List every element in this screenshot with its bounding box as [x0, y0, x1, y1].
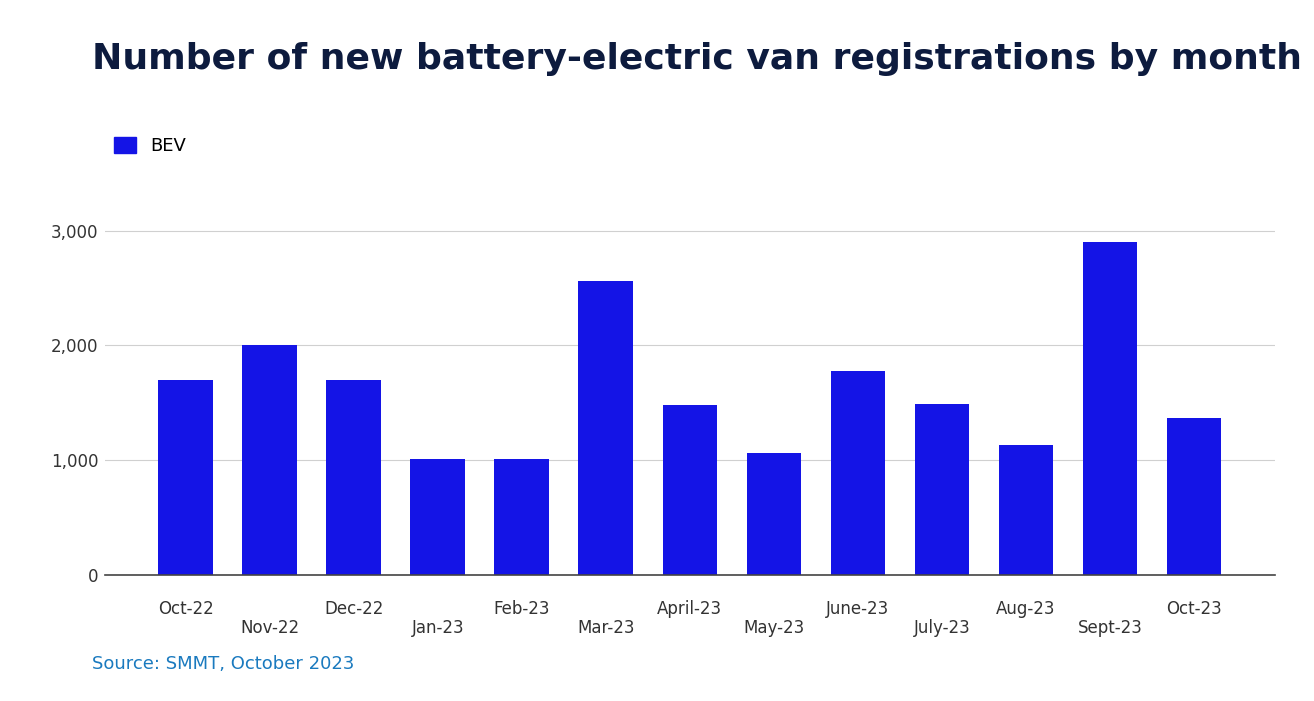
Text: Dec-22: Dec-22 [325, 600, 384, 618]
Bar [410, 459, 465, 575]
Bar [830, 371, 886, 575]
Text: Source: SMMT, October 2023: Source: SMMT, October 2023 [92, 655, 355, 673]
Text: Oct-23: Oct-23 [1167, 600, 1222, 618]
Text: June-23: June-23 [827, 600, 890, 618]
Text: April-23: April-23 [657, 600, 723, 618]
Text: Sept-23: Sept-23 [1077, 619, 1142, 637]
Text: Aug-23: Aug-23 [996, 600, 1055, 618]
Text: Feb-23: Feb-23 [494, 600, 551, 618]
Bar [999, 445, 1054, 575]
Text: May-23: May-23 [744, 619, 804, 637]
Text: Number of new battery-electric van registrations by month: Number of new battery-electric van regis… [92, 42, 1302, 76]
Bar [915, 404, 970, 575]
Bar [326, 380, 381, 575]
Bar [494, 459, 549, 575]
Bar [1167, 418, 1222, 575]
Bar [1083, 242, 1138, 575]
Text: Jan-23: Jan-23 [411, 619, 464, 637]
Bar [578, 281, 633, 575]
Legend: BEV: BEV [114, 137, 187, 156]
Text: Nov-22: Nov-22 [240, 619, 300, 637]
Bar [746, 454, 802, 575]
Text: Mar-23: Mar-23 [577, 619, 635, 637]
Bar [158, 380, 213, 575]
Text: July-23: July-23 [913, 619, 970, 637]
Text: Oct-22: Oct-22 [158, 600, 213, 618]
Bar [242, 346, 297, 575]
Bar [662, 405, 717, 575]
